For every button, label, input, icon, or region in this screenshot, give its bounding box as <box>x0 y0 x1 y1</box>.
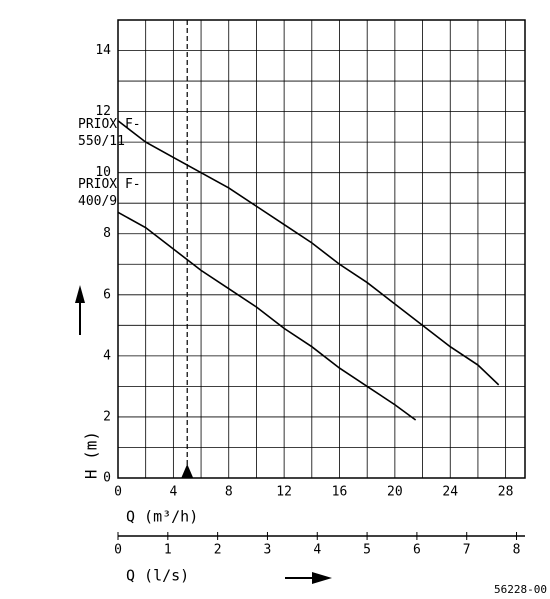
x2-tick-label: 4 <box>313 543 321 558</box>
right-arrow-head <box>312 572 332 584</box>
curve <box>117 211 417 421</box>
curve <box>117 120 500 386</box>
x2-tick-label: 2 <box>214 543 222 558</box>
reference-marker <box>181 464 194 478</box>
x2-tick-label: 8 <box>513 543 521 558</box>
x2-tick-label: 5 <box>363 543 371 558</box>
series-label: PRIOX F-400/9 <box>78 177 141 209</box>
y-tick-label: 2 <box>103 409 111 424</box>
x-tick-label: 4 <box>169 485 177 500</box>
y-tick-label: 6 <box>103 287 111 302</box>
x2-tick-label: 1 <box>164 543 172 558</box>
x-tick-label: 24 <box>442 485 458 500</box>
y-tick-label: 14 <box>95 43 111 58</box>
up-arrow-head <box>75 285 85 303</box>
y-tick-label: 8 <box>103 226 111 241</box>
x-tick-label: 16 <box>332 485 348 500</box>
series-label: PRIOX F-550/11 <box>78 117 141 149</box>
x2-tick-label: 6 <box>413 543 421 558</box>
y-tick-label: 0 <box>103 471 111 486</box>
x-tick-label: 20 <box>387 485 403 500</box>
x-tick-label: 0 <box>114 485 122 500</box>
x-tick-label: 12 <box>276 485 292 500</box>
x2-tick-label: 7 <box>463 543 471 558</box>
y-tick-label: 12 <box>95 104 111 119</box>
x-tick-label: 28 <box>498 485 514 500</box>
y-tick-label: 10 <box>95 165 111 180</box>
x-tick-label: 8 <box>225 485 233 500</box>
y-tick-label: 4 <box>103 348 111 363</box>
y-axis-label: H (m) <box>82 431 101 479</box>
figure-code: 56228-00 <box>494 583 547 596</box>
x2-tick-label: 0 <box>114 543 122 558</box>
x2-axis-label: Q (l/s) <box>126 567 189 585</box>
x-axis-label: Q (m³/h) <box>126 508 198 526</box>
plot-frame <box>117 19 526 479</box>
x2-tick-label: 3 <box>264 543 272 558</box>
